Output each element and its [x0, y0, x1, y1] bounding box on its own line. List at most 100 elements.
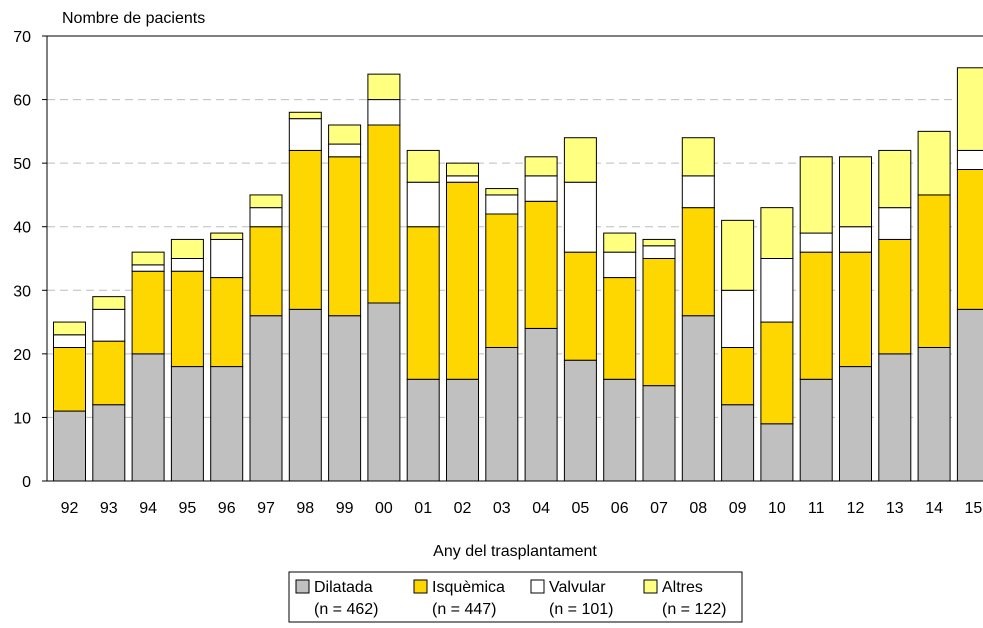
bar-segment-altres — [878, 149, 912, 209]
x-tick-label: 95 — [179, 500, 197, 517]
legend-label-dilatada: Dilatada — [314, 579, 373, 596]
bar-segment-isqumica — [917, 194, 951, 348]
bar-segment-valvular — [249, 207, 283, 228]
bar-segment-isqumica — [563, 251, 597, 361]
x-tick-label: 05 — [572, 500, 590, 517]
bar-segment-valvular — [210, 238, 244, 279]
x-axis-ticks: 92 93 94 95 96 97 98 99 00 01 02 03 04 05 06 07 08 09 10 11… — [61, 500, 983, 517]
bar-segment-isqumica — [53, 347, 86, 412]
legend-count-valvular: (n = 101) — [549, 601, 613, 618]
x-tick-label: 12 — [847, 500, 865, 517]
bar-segment-valvular — [524, 175, 558, 202]
legend-box — [288, 571, 743, 623]
bar-segment-valvular — [53, 334, 86, 348]
x-tick-label: 06 — [611, 500, 629, 517]
x-tick-label: 10 — [768, 500, 786, 517]
bar-segment-dilatada — [53, 410, 86, 482]
x-tick-label: 09 — [729, 500, 747, 517]
bar-segment-dilatada — [288, 308, 322, 482]
x-tick-label: 11 — [808, 500, 825, 517]
x-tick-label: 96 — [218, 500, 236, 517]
bar-segment-dilatada — [249, 315, 283, 482]
bar-segment-valvular — [485, 194, 519, 215]
bar-segment-dilatada — [170, 366, 204, 482]
x-tick-label: 94 — [139, 500, 157, 517]
bar-segment-isqumica — [170, 270, 204, 368]
bar-segment-isqumica — [249, 226, 283, 317]
bar-segment-valvular — [839, 226, 872, 253]
bar-segment-isqumica — [328, 156, 362, 317]
bar-segment-isqumica — [839, 251, 872, 368]
bar-segment-altres — [839, 156, 872, 228]
bar-segment-isqumica — [288, 149, 322, 310]
bar-segment-isqumica — [760, 321, 794, 425]
bar-segment-altres — [524, 156, 558, 177]
bar-segment-altres — [760, 207, 794, 259]
bar-segment-isqumica — [799, 251, 833, 380]
legend-count-altres: (n = 122) — [662, 601, 726, 618]
bar-segment-altres — [681, 137, 715, 177]
bar-segment-dilatada — [642, 385, 676, 482]
bar-segment-altres — [367, 73, 401, 101]
x-tick-label: 07 — [650, 500, 668, 517]
x-tick-label: 13 — [886, 500, 904, 517]
bar-segment-altres — [721, 219, 755, 291]
bar-segment-dilatada — [131, 353, 165, 482]
x-axis-title: Any del trasplantament — [433, 543, 597, 560]
bar-segment-isqumica — [485, 213, 519, 348]
y-tick-label: 70 — [13, 29, 31, 46]
bar-segment-valvular — [563, 181, 597, 253]
bar-segment-isqumica — [524, 200, 558, 329]
bar-segment-valvular — [878, 207, 912, 240]
bar-segment-dilatada — [328, 315, 362, 482]
bar-segment-dilatada — [839, 366, 872, 482]
bar-segment-isqumica — [956, 169, 983, 310]
legend-count-isqumica: (n = 447) — [432, 601, 496, 618]
bar-segment-valvular — [92, 308, 126, 342]
bar-segment-altres — [956, 67, 983, 151]
x-tick-label: 15 — [965, 500, 983, 517]
bar-segment-altres — [92, 296, 126, 310]
bar-segment-valvular — [446, 175, 479, 183]
x-tick-label: 08 — [689, 500, 707, 517]
bar-segment-valvular — [367, 99, 401, 126]
bar-segment-altres — [131, 251, 165, 266]
bar-segment-dilatada — [721, 404, 755, 482]
x-tick-label: 99 — [336, 500, 354, 517]
bar-segment-altres — [642, 238, 676, 247]
x-tick-label: 97 — [257, 500, 275, 517]
bar-segment-dilatada — [210, 366, 244, 482]
legend-label-isqumica: Isquèmica — [432, 579, 505, 596]
bar-segment-dilatada — [92, 404, 126, 482]
bar-segment-dilatada — [485, 347, 519, 482]
bar-segment-valvular — [642, 245, 676, 260]
bar-segment-isqumica — [131, 270, 165, 355]
bar-segment-valvular — [721, 289, 755, 348]
bar-segment-dilatada — [367, 302, 401, 482]
bar-segment-valvular — [956, 149, 983, 171]
bar-segment-valvular — [170, 258, 204, 272]
legend-swatch-valvular — [530, 579, 545, 594]
bar-segment-dilatada — [603, 378, 637, 482]
bars — [53, 67, 983, 482]
bar-segment-valvular — [131, 264, 165, 272]
bar-segment-isqumica — [210, 277, 244, 368]
y-tick-label: 40 — [13, 220, 31, 237]
y-tick-label: 50 — [13, 156, 31, 173]
legend-label-valvular: Valvular — [549, 579, 606, 596]
bar-segment-isqumica — [721, 347, 755, 406]
legend-swatch-dilatada — [295, 579, 310, 594]
bar-segment-altres — [249, 194, 283, 209]
bar-segment-valvular — [406, 181, 440, 228]
x-tick-label: 01 — [414, 500, 432, 517]
y-tick-label: 60 — [13, 93, 31, 110]
y-tick-label: 10 — [13, 410, 31, 427]
x-tick-label: 00 — [375, 500, 393, 517]
y-tick-label: 20 — [13, 347, 31, 364]
bar-segment-isqumica — [681, 207, 715, 317]
legend-items: Dilatada (n = 462) Isquèmica (n = 447) Valvu… — [295, 579, 726, 618]
bar-segment-isqumica — [406, 226, 440, 380]
y-axis-ticks: 0 10 20 30 40 50 60 70 — [13, 29, 47, 491]
y-tick-label: 30 — [13, 283, 31, 300]
